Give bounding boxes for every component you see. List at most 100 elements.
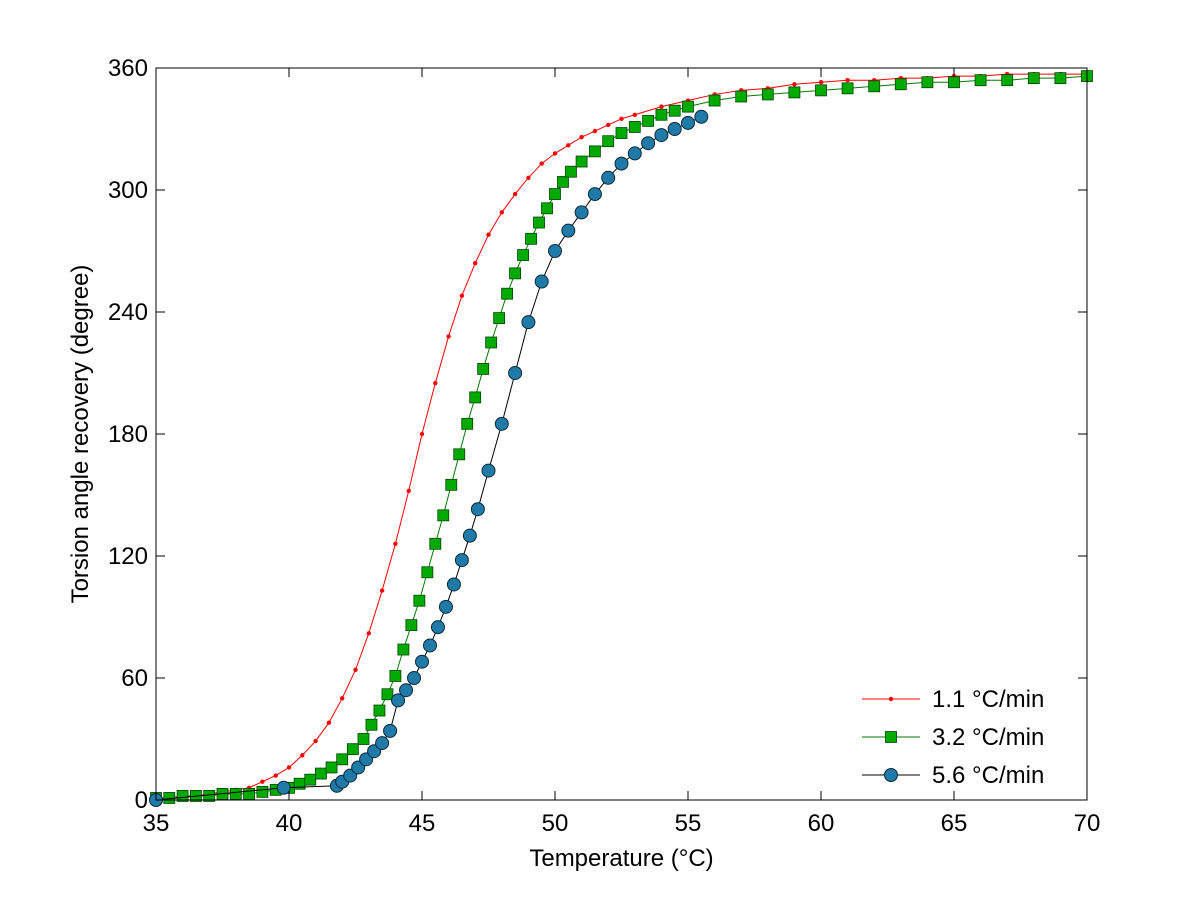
series-2 — [150, 70, 1093, 804]
series-2-point — [642, 114, 654, 127]
series-2-point — [501, 287, 514, 300]
series-3-point — [534, 274, 549, 289]
series-3-point — [508, 366, 523, 380]
series-2-point — [1001, 74, 1014, 87]
series-2-point — [243, 788, 256, 800]
series-1-point — [326, 720, 332, 725]
series-2-point — [868, 80, 881, 93]
series-2-point — [357, 733, 370, 745]
series-2-point — [948, 76, 960, 89]
series-3-point — [601, 170, 616, 185]
series-2-point — [381, 688, 394, 701]
series-1-point — [579, 134, 584, 140]
series-2-point — [437, 509, 450, 522]
series-1-point — [592, 128, 598, 134]
series-2-point — [525, 232, 537, 245]
series-3-point — [446, 577, 461, 592]
series-2-point — [176, 790, 189, 802]
series-3-point — [614, 156, 629, 171]
series-2-point — [761, 88, 774, 101]
series-1-point — [792, 82, 797, 87]
series-3-point — [383, 723, 398, 738]
series-layer — [149, 70, 1093, 807]
series-1-point — [659, 104, 664, 109]
series-2-point — [315, 767, 327, 780]
legend-label-1: 1.1 °C/min — [932, 686, 1044, 713]
y-tick-label: 0 — [135, 787, 148, 814]
series-2-point — [815, 84, 827, 97]
series-3-point — [438, 599, 453, 614]
series-3-point — [681, 115, 695, 130]
series-1-point — [552, 151, 558, 156]
series-2-point — [405, 619, 418, 632]
series-2-point — [894, 78, 907, 91]
series-1-point — [526, 175, 531, 180]
y-tick-label: 300 — [108, 177, 148, 204]
series-2-point — [413, 594, 426, 607]
series-2-point — [421, 566, 434, 579]
series-3-point — [470, 502, 485, 517]
series-1-point — [845, 78, 850, 83]
series-2-point — [602, 135, 615, 148]
series-2-point — [461, 417, 474, 430]
series-2-point — [557, 175, 569, 188]
series-2-point — [389, 670, 402, 682]
series-3-point — [654, 128, 669, 143]
series-3-point — [521, 315, 536, 330]
series-1-line — [155, 73, 1087, 801]
series-1-point — [419, 431, 425, 437]
series-1-point — [313, 738, 318, 744]
series-1-point — [473, 261, 478, 266]
series-1-point — [539, 161, 544, 166]
series-3-point — [454, 553, 469, 568]
series-2-point — [788, 86, 801, 99]
series-2-point — [735, 90, 748, 103]
series-2-point — [365, 718, 378, 731]
series-2-point — [682, 100, 694, 113]
series-1-point — [393, 541, 398, 546]
series-2-point — [565, 165, 577, 178]
y-axis-title: Torsion angle recovery (degree) — [67, 265, 94, 604]
series-2-point — [589, 145, 601, 158]
y-tick-label: 120 — [108, 543, 148, 570]
series-3-point — [667, 122, 682, 136]
series-1-point — [286, 765, 292, 770]
series-2-point — [346, 743, 359, 756]
series-2-point — [509, 267, 522, 280]
series-2-point — [397, 643, 410, 656]
series-3-point — [430, 620, 445, 635]
series-1-point — [340, 696, 345, 701]
series-3-point — [399, 683, 414, 698]
series-2-point — [445, 478, 458, 491]
x-tick-label: 60 — [808, 810, 835, 837]
series-1-point — [273, 773, 278, 778]
series-2-point — [841, 82, 854, 95]
series-2-point — [575, 155, 588, 168]
legend-marker-1 — [888, 696, 894, 702]
series-1-point — [260, 779, 265, 784]
legend: 1.1 °C/min 3.2 °C/min 5.6 °C/min — [862, 686, 1044, 789]
series-2-point — [429, 537, 442, 550]
series-2-point — [541, 202, 553, 215]
series-2-point — [655, 108, 668, 121]
series-3-point — [407, 671, 422, 685]
series-3-point — [694, 109, 709, 124]
series-2-point — [668, 104, 681, 117]
series-2-point — [1054, 72, 1067, 85]
x-tick-label: 40 — [276, 810, 303, 837]
series-3 — [149, 109, 709, 807]
series-1-point — [619, 116, 624, 122]
series-1-point — [499, 210, 504, 215]
legend-marker-3 — [884, 768, 898, 782]
y-tick-label: 360 — [108, 55, 148, 82]
series-2-point — [373, 704, 386, 717]
series-3-point — [494, 416, 509, 431]
x-tick-label: 35 — [143, 810, 170, 837]
y-tick-label: 60 — [121, 665, 148, 692]
legend-marker-2 — [885, 731, 897, 743]
series-3-point — [391, 693, 406, 708]
series-3-point — [587, 187, 602, 202]
series-2-point — [615, 127, 628, 139]
series-1-point — [366, 631, 371, 636]
